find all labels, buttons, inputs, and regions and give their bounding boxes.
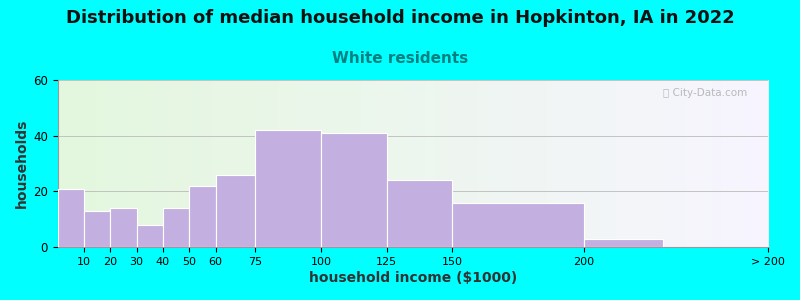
Bar <box>84 211 110 247</box>
Text: Distribution of median household income in Hopkinton, IA in 2022: Distribution of median household income … <box>66 9 734 27</box>
Text: ⓘ City-Data.com: ⓘ City-Data.com <box>662 88 746 98</box>
Bar <box>452 202 584 247</box>
X-axis label: household income ($1000): household income ($1000) <box>309 271 517 285</box>
Bar <box>255 130 321 247</box>
Bar <box>110 208 137 247</box>
Bar <box>584 239 663 247</box>
Bar <box>163 208 190 247</box>
Bar <box>216 175 255 247</box>
Bar <box>386 180 452 247</box>
Bar <box>58 189 84 247</box>
Text: White residents: White residents <box>332 51 468 66</box>
Bar <box>137 225 163 247</box>
Bar <box>190 186 216 247</box>
Y-axis label: households: households <box>15 119 29 208</box>
Bar <box>321 133 386 247</box>
